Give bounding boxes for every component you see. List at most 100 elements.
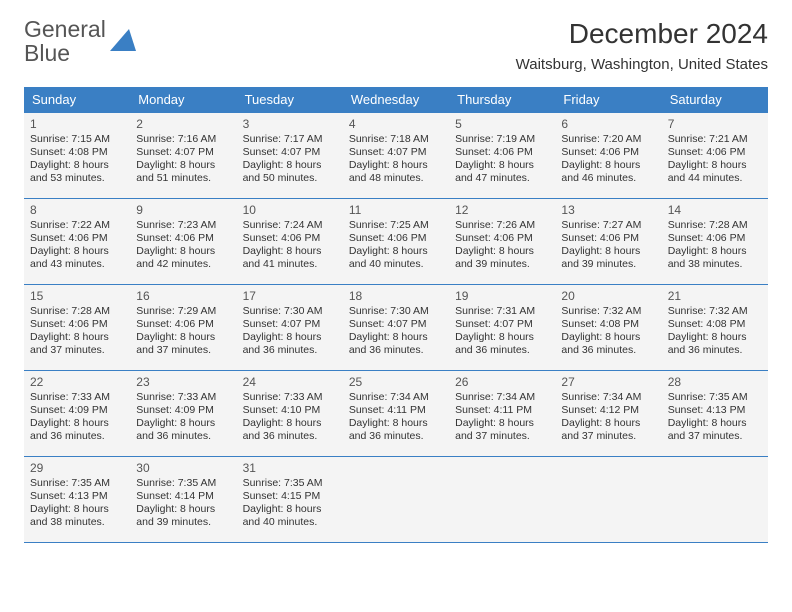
header-sunday: Sunday xyxy=(24,87,130,113)
logo-text-general: General xyxy=(24,16,106,42)
calendar-cell: 4Sunrise: 7:18 AMSunset: 4:07 PMDaylight… xyxy=(343,113,449,199)
sunset-line: Sunset: 4:07 PM xyxy=(349,318,443,331)
calendar-table: Sunday Monday Tuesday Wednesday Thursday… xyxy=(24,87,768,543)
calendar-cell: 25Sunrise: 7:34 AMSunset: 4:11 PMDayligh… xyxy=(343,371,449,457)
day-number: 17 xyxy=(243,289,337,303)
sunrise-line: Sunrise: 7:32 AM xyxy=(561,305,655,318)
calendar-cell: 17Sunrise: 7:30 AMSunset: 4:07 PMDayligh… xyxy=(237,285,343,371)
calendar-cell: 2Sunrise: 7:16 AMSunset: 4:07 PMDaylight… xyxy=(130,113,236,199)
sunset-line: Sunset: 4:06 PM xyxy=(455,232,549,245)
day-number: 14 xyxy=(668,203,762,217)
daylight-line: Daylight: 8 hours and 36 minutes. xyxy=(668,331,762,357)
sunset-line: Sunset: 4:13 PM xyxy=(30,490,124,503)
sunset-line: Sunset: 4:15 PM xyxy=(243,490,337,503)
sunset-line: Sunset: 4:11 PM xyxy=(455,404,549,417)
sunset-line: Sunset: 4:08 PM xyxy=(668,318,762,331)
daylight-line: Daylight: 8 hours and 36 minutes. xyxy=(243,331,337,357)
calendar-cell: 27Sunrise: 7:34 AMSunset: 4:12 PMDayligh… xyxy=(555,371,661,457)
sunrise-line: Sunrise: 7:33 AM xyxy=(30,391,124,404)
daylight-line: Daylight: 8 hours and 46 minutes. xyxy=(561,159,655,185)
header-thursday: Thursday xyxy=(449,87,555,113)
day-number: 19 xyxy=(455,289,549,303)
daylight-line: Daylight: 8 hours and 36 minutes. xyxy=(561,331,655,357)
calendar-cell: 14 Sunrise: 7:28 AMSunset: 4:06 PMDayligh… xyxy=(662,199,768,285)
sunrise-line: Sunrise: 7:19 AM xyxy=(455,133,549,146)
calendar-cell: 12Sunrise: 7:26 AMSunset: 4:06 PMDayligh… xyxy=(449,199,555,285)
calendar-cell: 16Sunrise: 7:29 AMSunset: 4:06 PMDayligh… xyxy=(130,285,236,371)
sunset-line: Sunset: 4:12 PM xyxy=(561,404,655,417)
sunset-line: Sunset: 4:08 PM xyxy=(561,318,655,331)
day-number: 25 xyxy=(349,375,443,389)
calendar-cell: 7Sunrise: 7:21 AMSunset: 4:06 PMDaylight… xyxy=(662,113,768,199)
sunrise-line: Sunrise: 7:25 AM xyxy=(349,219,443,232)
sunrise-line: Sunrise: 7:28 AM xyxy=(668,219,762,232)
day-number: 20 xyxy=(561,289,655,303)
daylight-line: Daylight: 8 hours and 36 minutes. xyxy=(349,417,443,443)
day-number: 29 xyxy=(30,461,124,475)
calendar-cell: 6Sunrise: 7:20 AMSunset: 4:06 PMDaylight… xyxy=(555,113,661,199)
calendar-cell: 8Sunrise: 7:22 AMSunset: 4:06 PMDaylight… xyxy=(24,199,130,285)
daylight-line: Daylight: 8 hours and 44 minutes. xyxy=(668,159,762,185)
daylight-line: Daylight: 8 hours and 38 minutes. xyxy=(668,245,762,271)
sunrise-line: Sunrise: 7:21 AM xyxy=(668,133,762,146)
sunset-line: Sunset: 4:06 PM xyxy=(561,232,655,245)
sunrise-line: Sunrise: 7:35 AM xyxy=(668,391,762,404)
header-friday: Friday xyxy=(555,87,661,113)
day-number: 18 xyxy=(349,289,443,303)
calendar-row: 22Sunrise: 7:33 AMSunset: 4:09 PMDayligh… xyxy=(24,371,768,457)
sunset-line: Sunset: 4:06 PM xyxy=(136,318,230,331)
sunrise-line: Sunrise: 7:29 AM xyxy=(136,305,230,318)
sunrise-line: Sunrise: 7:23 AM xyxy=(136,219,230,232)
sunset-line: Sunset: 4:07 PM xyxy=(136,146,230,159)
calendar-cell: 30Sunrise: 7:35 AMSunset: 4:14 PMDayligh… xyxy=(130,457,236,543)
sunset-line: Sunset: 4:13 PM xyxy=(668,404,762,417)
daylight-line: Daylight: 8 hours and 38 minutes. xyxy=(30,503,124,529)
sunset-line: Sunset: 4:07 PM xyxy=(349,146,443,159)
day-number: 9 xyxy=(136,203,230,217)
day-number: 28 xyxy=(668,375,762,389)
sunset-line: Sunset: 4:06 PM xyxy=(136,232,230,245)
daylight-line: Daylight: 8 hours and 37 minutes. xyxy=(561,417,655,443)
title-block: December 2024 Waitsburg, Washington, Uni… xyxy=(516,18,768,83)
month-title: December 2024 xyxy=(516,18,768,50)
sunset-line: Sunset: 4:14 PM xyxy=(136,490,230,503)
calendar-cell xyxy=(555,457,661,543)
calendar-cell: 31Sunrise: 7:35 AMSunset: 4:15 PMDayligh… xyxy=(237,457,343,543)
calendar-cell: 11Sunrise: 7:25 AMSunset: 4:06 PMDayligh… xyxy=(343,199,449,285)
daylight-line: Daylight: 8 hours and 48 minutes. xyxy=(349,159,443,185)
day-number: 5 xyxy=(455,117,549,131)
calendar-cell: 22Sunrise: 7:33 AMSunset: 4:09 PMDayligh… xyxy=(24,371,130,457)
sunrise-line: Sunrise: 7:15 AM xyxy=(30,133,124,146)
sunset-line: Sunset: 4:08 PM xyxy=(30,146,124,159)
calendar-body: 1Sunrise: 7:15 AMSunset: 4:08 PMDaylight… xyxy=(24,113,768,543)
sunrise-line: Sunrise: 7:24 AM xyxy=(243,219,337,232)
day-number: 7 xyxy=(668,117,762,131)
sunrise-line: Sunrise: 7:30 AM xyxy=(243,305,337,318)
calendar-cell: 5Sunrise: 7:19 AMSunset: 4:06 PMDaylight… xyxy=(449,113,555,199)
header-monday: Monday xyxy=(130,87,236,113)
sunrise-line: Sunrise: 7:32 AM xyxy=(668,305,762,318)
day-number: 4 xyxy=(349,117,443,131)
sunrise-line: Sunrise: 7:22 AM xyxy=(30,219,124,232)
daylight-line: Daylight: 8 hours and 47 minutes. xyxy=(455,159,549,185)
calendar-cell: 24Sunrise: 7:33 AMSunset: 4:10 PMDayligh… xyxy=(237,371,343,457)
header: General Blue December 2024 Waitsburg, Wa… xyxy=(24,18,768,83)
calendar-row: 29Sunrise: 7:35 AMSunset: 4:13 PMDayligh… xyxy=(24,457,768,543)
day-number: 23 xyxy=(136,375,230,389)
calendar-cell xyxy=(662,457,768,543)
sunset-line: Sunset: 4:07 PM xyxy=(243,146,337,159)
sunrise-line: Sunrise: 7:27 AM xyxy=(561,219,655,232)
calendar-cell: 23Sunrise: 7:33 AMSunset: 4:09 PMDayligh… xyxy=(130,371,236,457)
daylight-line: Daylight: 8 hours and 40 minutes. xyxy=(349,245,443,271)
daylight-line: Daylight: 8 hours and 36 minutes. xyxy=(455,331,549,357)
logo-text-blue: Blue xyxy=(24,40,70,66)
daylight-line: Daylight: 8 hours and 37 minutes. xyxy=(136,331,230,357)
daylight-line: Daylight: 8 hours and 36 minutes. xyxy=(30,417,124,443)
sunset-line: Sunset: 4:10 PM xyxy=(243,404,337,417)
sunset-line: Sunset: 4:06 PM xyxy=(349,232,443,245)
sunset-line: Sunset: 4:06 PM xyxy=(668,232,762,245)
calendar-cell: 19Sunrise: 7:31 AMSunset: 4:07 PMDayligh… xyxy=(449,285,555,371)
day-number: 6 xyxy=(561,117,655,131)
day-number: 2 xyxy=(136,117,230,131)
weekday-header-row: Sunday Monday Tuesday Wednesday Thursday… xyxy=(24,87,768,113)
